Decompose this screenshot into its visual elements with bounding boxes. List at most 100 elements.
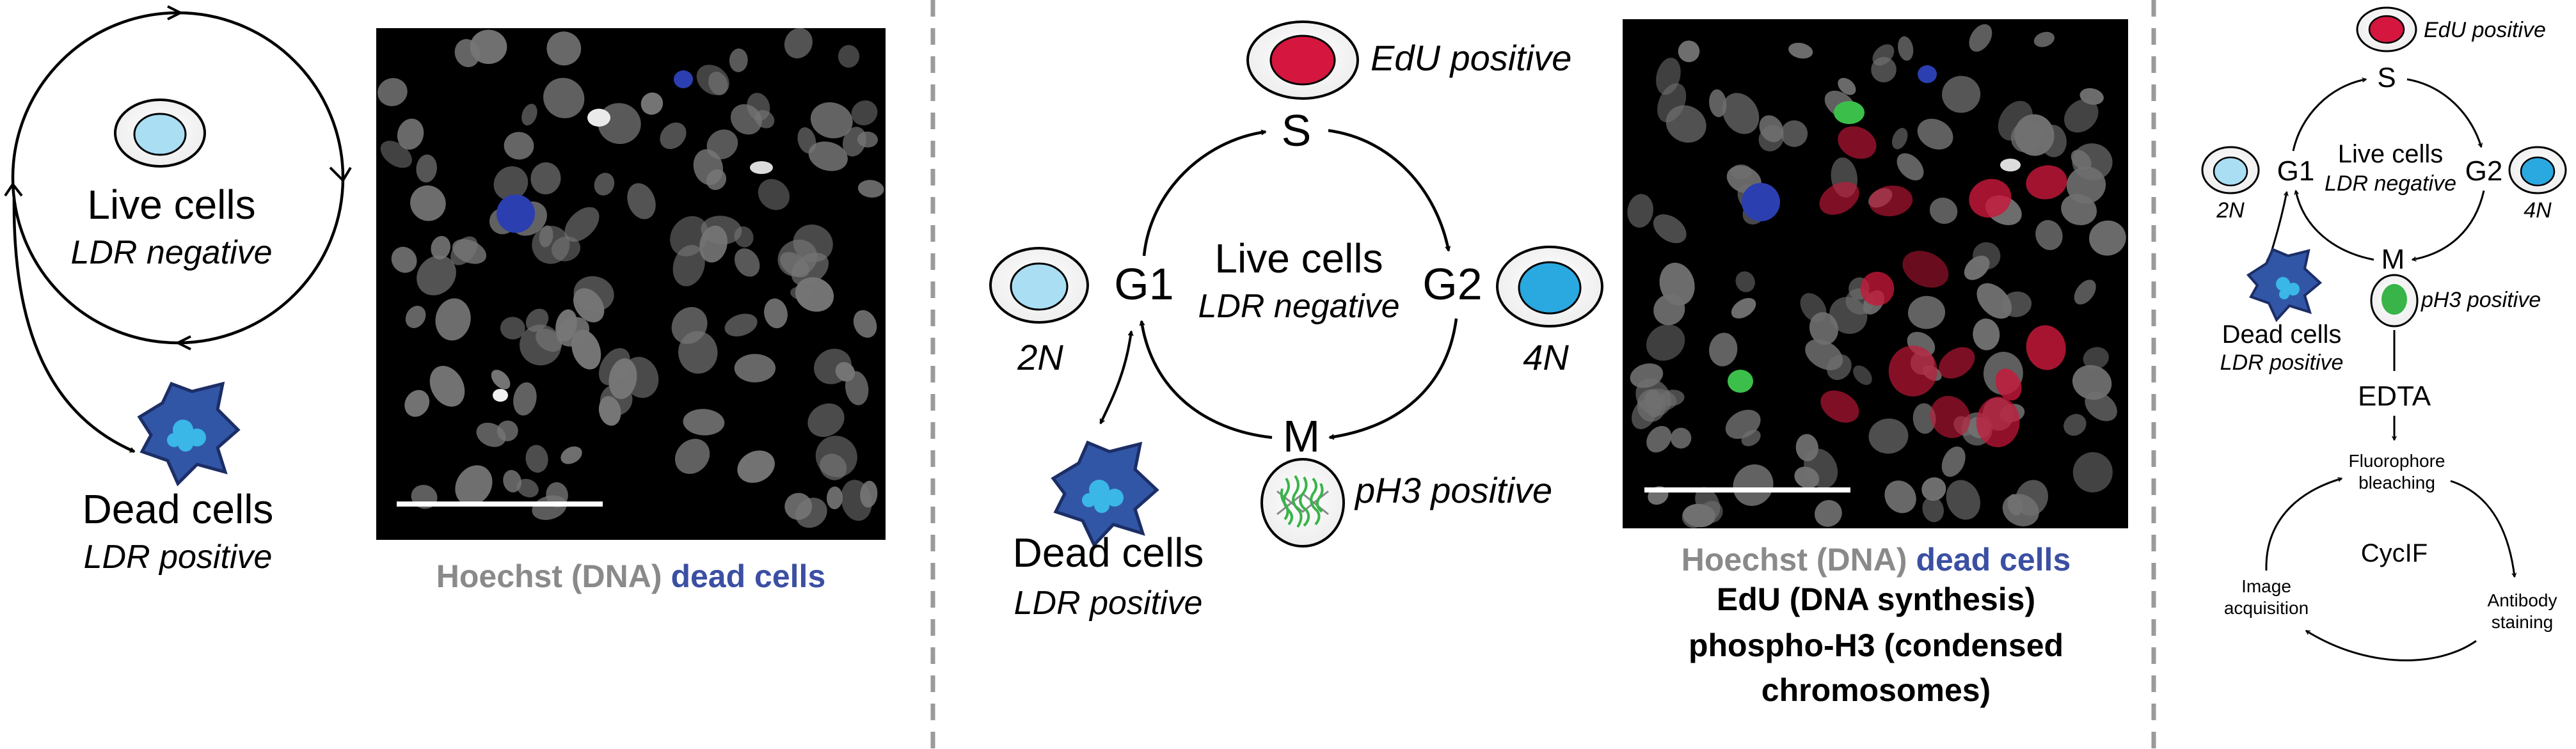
cycif-label: CycIF [2361, 539, 2428, 567]
nucleus [851, 100, 878, 126]
arc-g1-to-s [2292, 79, 2366, 152]
nucleus [1683, 503, 1716, 528]
nucleus [2063, 414, 2087, 436]
nucleus [1795, 434, 1818, 462]
cycif-arc-image-to-bleach [2265, 478, 2342, 571]
nucleus [571, 329, 601, 370]
nucleus [734, 354, 776, 382]
nucleus [1709, 333, 1738, 367]
death-arrow [12, 198, 134, 453]
nucleus [452, 239, 487, 264]
ploidy-4n: 4N [1523, 337, 1569, 377]
nucleus [2035, 220, 2063, 250]
nucleus [1896, 153, 1924, 181]
edu-positive-nuclei [1819, 126, 2067, 448]
nucleus [1819, 182, 1859, 215]
nucleus [826, 486, 843, 510]
micrograph-hoechst [376, 28, 886, 540]
nucleus [1794, 466, 1820, 489]
nucleus [1781, 120, 1808, 147]
ph3-positive-label: pH3 positive [1354, 470, 1552, 510]
nucleus [672, 244, 705, 287]
phase-m: M [1283, 411, 1320, 461]
mitotic-bright-spot [493, 389, 508, 402]
live-cell-icon [114, 99, 206, 168]
death-arrow [1099, 331, 1131, 423]
nucleus [1730, 164, 1753, 180]
nucleus [1709, 89, 1727, 118]
nucleus [429, 366, 465, 407]
caption-line-1: Hoechst (DNA) dead cells [436, 558, 826, 594]
ph3-green-spot [1834, 101, 1864, 124]
nucleus [1946, 480, 1980, 520]
dead-cell-blue-spot [1918, 65, 1937, 83]
nucleus [2066, 166, 2106, 204]
nucleus [1759, 115, 1784, 143]
mitotic-bright-spot [750, 161, 773, 174]
g2-cell-icon [2508, 146, 2567, 194]
nucleus [2010, 120, 2044, 153]
nucleus [758, 178, 790, 210]
nucleus [1800, 293, 1827, 322]
scale-bar [397, 501, 603, 507]
nucleus [1869, 185, 1913, 217]
nucleus [470, 29, 507, 65]
nucleus [404, 390, 430, 417]
nucleus [815, 436, 857, 478]
nucleus [1941, 446, 1966, 477]
nucleus [503, 469, 521, 493]
nucleus [795, 277, 834, 312]
nucleus [708, 71, 728, 95]
edta-label: EDTA [2358, 381, 2431, 412]
nucleus [1653, 214, 1687, 244]
live-cells-title: Live cells [1214, 235, 1383, 281]
nucleus [561, 446, 582, 464]
nucleus [670, 216, 709, 256]
nucleus [1733, 464, 1774, 507]
nucleus [693, 149, 724, 185]
nucleus [1735, 271, 1755, 292]
mitotic-bright-spot [2000, 159, 2021, 171]
nucleus [1976, 283, 2012, 319]
nucleus [1930, 395, 1971, 438]
nucleus [1627, 194, 1653, 228]
nucleus [1829, 297, 1868, 335]
arc-g2-to-m [1330, 318, 1458, 438]
nucleus [546, 31, 582, 66]
hoechst-nuclei [378, 28, 884, 528]
cycle-arrowhead-bottom [175, 335, 191, 351]
nucleus [1964, 255, 1990, 280]
nucleus [1942, 75, 1981, 113]
nucleus [2072, 452, 2113, 493]
dead-cells-title: Dead cells [83, 486, 274, 532]
nucleus [1827, 354, 1852, 381]
nucleus [551, 236, 581, 262]
nucleus [1922, 496, 1944, 523]
arc-g1-to-s [1142, 132, 1266, 256]
micrograph-edu-ph3 [1623, 19, 2128, 528]
nucleus [500, 317, 525, 340]
mitotic-bright-spot [587, 109, 610, 127]
nucleus [391, 246, 417, 273]
nucleus [1921, 477, 1946, 501]
nucleus [573, 288, 605, 322]
nucleus [1902, 251, 1949, 288]
g2-cell-icon [1496, 246, 1603, 327]
ph3-positive-label: pH3 positive [2421, 288, 2541, 312]
cycle-arrowhead-right [329, 166, 352, 183]
nucleus [1815, 500, 1842, 527]
nucleus [810, 102, 853, 139]
nucleus [1722, 93, 1760, 134]
edu-positive-label: EdU positive [2424, 18, 2546, 42]
live-cells-subtitle: LDR negative [1198, 288, 1399, 325]
nucleus [1907, 296, 1946, 329]
nucleus [525, 445, 548, 473]
nucleus-light-blue [133, 113, 187, 156]
nucleus [764, 298, 788, 329]
edu-positive-label: EdU positive [1371, 38, 1571, 78]
panel-1: Live cells LDR negative Dead cells LDR p… [4, 5, 886, 594]
nucleus [1888, 345, 1937, 397]
nucleus [513, 382, 537, 416]
nucleus [2074, 280, 2096, 305]
nucleus [2071, 150, 2092, 170]
